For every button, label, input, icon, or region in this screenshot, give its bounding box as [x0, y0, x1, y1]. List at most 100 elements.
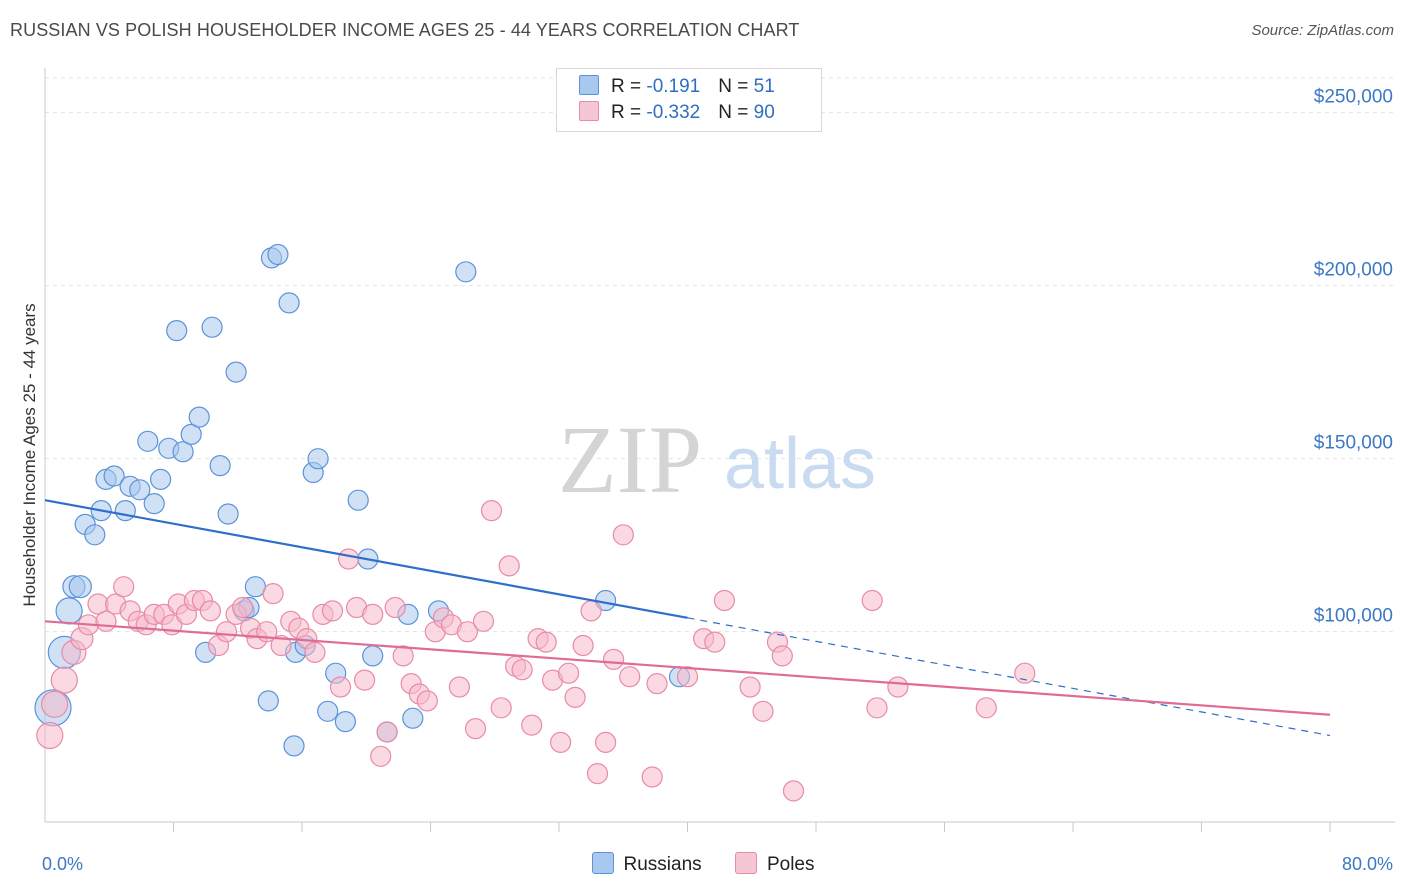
poles-trend-line: [44, 620, 1331, 716]
axes: [44, 68, 1395, 832]
poles-point: [771, 645, 793, 667]
russians-point: [188, 406, 210, 428]
x-tick-label: 80.0%: [1342, 854, 1393, 874]
poles-point: [612, 524, 634, 546]
y-tick-label: $250,000: [1314, 87, 1393, 108]
poles-point: [676, 666, 699, 688]
russians-point: [402, 707, 424, 729]
poles-point: [511, 659, 533, 681]
poles-point: [270, 634, 292, 657]
russians-point: [180, 423, 202, 445]
poles-point: [362, 603, 384, 626]
poles-point: [472, 610, 495, 632]
poles-point: [594, 731, 617, 754]
poles-point: [416, 690, 438, 712]
poles-point: [975, 697, 997, 719]
russians-point: [114, 500, 136, 522]
poles-point: [199, 600, 221, 622]
poles-point: [752, 700, 774, 722]
poles-point: [646, 672, 668, 695]
legend-swatch-poles: [579, 101, 599, 121]
poles-point: [861, 589, 883, 612]
poles-point: [304, 641, 326, 664]
poles-point: [392, 645, 414, 667]
poles-point: [370, 745, 392, 767]
poles-point: [490, 697, 512, 719]
poles-point: [232, 596, 254, 619]
legend-row-poles: R = -0.332 N = 90: [579, 101, 775, 127]
poles-point: [739, 676, 761, 698]
russians-point: [166, 320, 188, 342]
legend-r-value: -0.332: [646, 102, 701, 123]
y-tick-label: $100,000: [1314, 606, 1393, 627]
poles-point: [480, 500, 503, 522]
poles-point: [95, 610, 117, 632]
legend-item-russians[interactable]: Russians: [591, 852, 702, 876]
poles-point: [782, 780, 805, 802]
russians-point: [68, 575, 92, 599]
legend-label-russians: Russians: [623, 854, 702, 875]
x-tick-labels: 0.0% 80.0%: [42, 854, 1393, 874]
watermark: ZIP atlas: [558, 406, 876, 513]
poles-point: [329, 676, 352, 698]
poles-point: [866, 697, 888, 719]
poles-point: [456, 621, 478, 643]
watermark-zip: ZIP: [558, 406, 702, 513]
x-tick-label: 0.0%: [42, 854, 83, 874]
y-tick-label: $200,000: [1314, 260, 1393, 281]
russians-point: [84, 524, 106, 546]
legend-r-value: -0.191: [646, 76, 701, 97]
russians-point: [137, 430, 159, 452]
correlation-legend: R = -0.191 N = 51 R = -0.332 N = 90: [556, 68, 822, 132]
poles-point: [321, 600, 344, 622]
poles-point: [40, 690, 69, 718]
poles-point: [50, 666, 78, 694]
poles-point: [572, 634, 594, 657]
poles-point: [448, 676, 470, 698]
poles-point: [564, 686, 586, 709]
legend-swatch-poles: [734, 852, 757, 874]
poles-point: [619, 666, 641, 688]
poles-point: [713, 589, 736, 612]
poles-point: [586, 762, 609, 785]
poles-point: [549, 731, 572, 754]
russians-point: [267, 243, 289, 266]
poles-point: [887, 676, 909, 698]
russians-point: [455, 261, 477, 283]
russians-point: [143, 493, 165, 515]
poles-point: [384, 596, 406, 619]
legend-n-value: 51: [753, 76, 775, 97]
poles-point: [376, 721, 398, 743]
poles-point: [498, 555, 520, 577]
poles-point: [641, 766, 663, 788]
y-tick-labels: $100,000 $150,000 $200,000 $250,000: [1314, 87, 1393, 627]
russians-point: [129, 479, 151, 501]
legend-label-poles: Poles: [766, 854, 815, 875]
russians-point: [150, 468, 172, 490]
russians-point: [362, 645, 384, 667]
y-tick-label: $150,000: [1314, 433, 1393, 454]
russians-point: [225, 361, 247, 383]
legend-n-value: 90: [753, 102, 775, 123]
poles-point: [215, 621, 238, 643]
poles-point: [262, 582, 284, 605]
source-credit: Source: ZipAtlas.com: [1251, 22, 1394, 39]
legend-n-label: N =: [718, 102, 754, 123]
poles-point: [113, 576, 135, 598]
trend-lines: [44, 499, 1331, 737]
poles-point: [704, 631, 726, 653]
series-legend: Russians Poles: [0, 852, 1406, 876]
poles-point: [557, 662, 580, 684]
poles-point: [535, 631, 557, 653]
watermark-atlas: atlas: [724, 424, 876, 504]
russians-point: [244, 576, 266, 598]
russians-trend-line: [44, 499, 688, 619]
legend-item-poles[interactable]: Poles: [734, 852, 815, 876]
russians-point: [209, 455, 231, 477]
russians-point: [257, 690, 279, 712]
russians-point: [217, 503, 239, 525]
legend-r-label: R =: [611, 76, 647, 97]
chart-title: RUSSIAN VS POLISH HOUSEHOLDER INCOME AGE…: [10, 20, 800, 40]
poles-point: [580, 600, 602, 622]
